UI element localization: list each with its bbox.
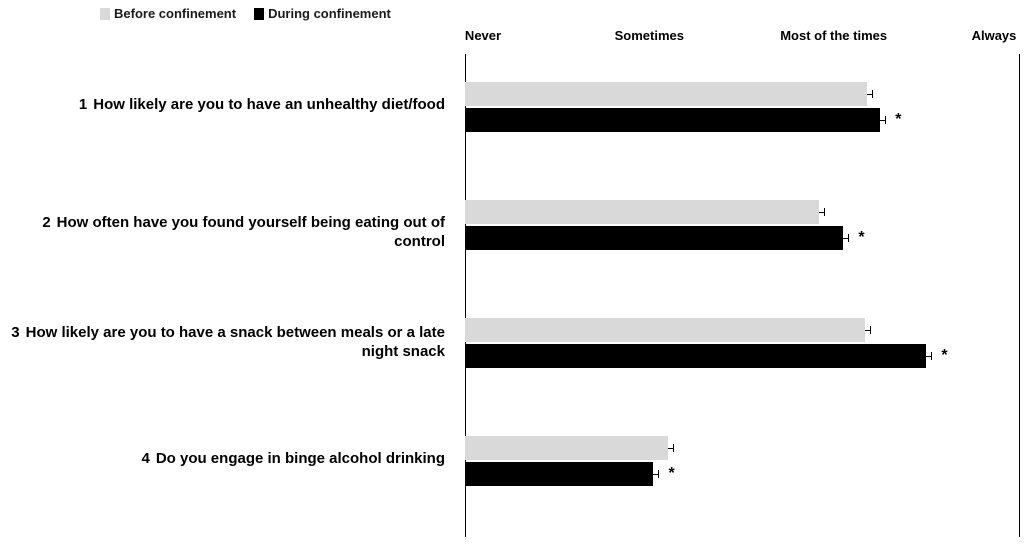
legend-label-during: During confinement — [268, 6, 391, 21]
bar-during — [465, 344, 926, 368]
question-text: How often have you found yourself being … — [57, 214, 445, 250]
question-label: 4 Do you engage in binge alcohol drinking — [0, 450, 455, 469]
x-axis-labels: Never Sometimes Most of the times Always — [0, 28, 1024, 50]
question-label: 2 How often have you found yourself being… — [0, 214, 455, 252]
question-number: 4 — [141, 450, 149, 469]
question-number: 2 — [42, 214, 50, 233]
bar-during — [465, 226, 843, 250]
bar-before — [465, 318, 865, 342]
axis-label-sometimes: Sometimes — [615, 28, 684, 43]
legend-item-before: Before confinement — [100, 6, 236, 21]
significance-marker: * — [895, 111, 901, 129]
question-row: 1 How likely are you to have an unhealthy… — [0, 82, 1024, 132]
question-row: 2 How often have you found yourself being… — [0, 200, 1024, 250]
rows: 1 How likely are you to have an unhealthy… — [0, 54, 1024, 537]
significance-marker: * — [858, 229, 864, 247]
axis-label-most: Most of the times — [780, 28, 887, 43]
legend: Before confinement During confinement — [100, 6, 391, 21]
question-row: 4 Do you engage in binge alcohol drinking… — [0, 436, 1024, 486]
significance-marker: * — [941, 347, 947, 365]
legend-label-before: Before confinement — [114, 6, 236, 21]
bar-during — [465, 462, 653, 486]
legend-item-during: During confinement — [254, 6, 391, 21]
bar-before — [465, 82, 867, 106]
bar-before — [465, 436, 668, 460]
question-label: 3 How likely are you to have a snack betw… — [0, 324, 455, 362]
question-row: 3 How likely are you to have a snack betw… — [0, 318, 1024, 368]
legend-swatch-before — [100, 8, 110, 20]
question-number: 1 — [79, 96, 87, 115]
grouped-horizontal-bar-chart: Before confinement During confinement Ne… — [0, 0, 1024, 545]
question-text: How likely are you to have an unhealthy … — [93, 96, 445, 113]
axis-label-never: Never — [465, 28, 501, 43]
question-number: 3 — [11, 324, 19, 343]
significance-marker: * — [669, 465, 675, 483]
bar-during — [465, 108, 880, 132]
question-label: 1 How likely are you to have an unhealthy… — [0, 96, 455, 115]
legend-swatch-during — [254, 8, 264, 20]
bar-before — [465, 200, 819, 224]
question-text: How likely are you to have a snack betwe… — [26, 324, 445, 360]
axis-label-always: Always — [972, 28, 1017, 43]
question-text: Do you engage in binge alcohol drinking — [156, 450, 445, 467]
